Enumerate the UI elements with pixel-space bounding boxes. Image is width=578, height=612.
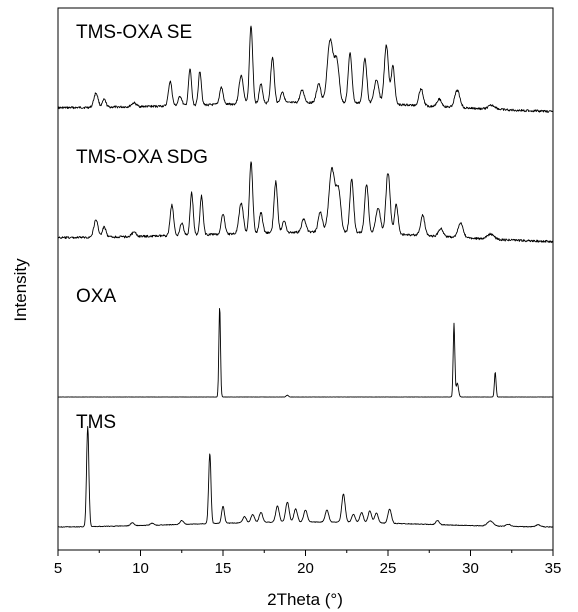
x-tick-label-15: 15 <box>215 560 232 577</box>
x-tick-label-35: 35 <box>545 560 562 577</box>
x-tick-label-30: 30 <box>462 560 479 577</box>
trace-tms-oxa-sdg <box>57 161 554 244</box>
trace-tms <box>57 425 554 528</box>
series-label-tms-oxa-se: TMS-OXA SE <box>76 22 192 43</box>
trace-tms-oxa-se <box>58 25 554 113</box>
y-axis-title: Intensity <box>11 258 30 322</box>
series-labels: TMS-OXA SE TMS-OXA SDG OXA TMS <box>76 22 208 433</box>
x-tick-label-10: 10 <box>132 560 149 577</box>
x-tick-label-25: 25 <box>380 560 397 577</box>
traces <box>57 25 554 528</box>
series-label-tms-oxa-sdg: TMS-OXA SDG <box>76 147 208 168</box>
plot-frame <box>57 7 554 551</box>
x-tick-label-20: 20 <box>297 560 314 577</box>
trace-oxa <box>58 307 554 398</box>
series-label-tms: TMS <box>76 412 116 433</box>
x-axis: 5 10 15 20 25 30 35 <box>54 550 562 577</box>
x-tick-label-5: 5 <box>54 560 62 577</box>
x-axis-title: 2Theta (°) <box>267 590 343 609</box>
series-label-oxa: OXA <box>76 286 116 307</box>
